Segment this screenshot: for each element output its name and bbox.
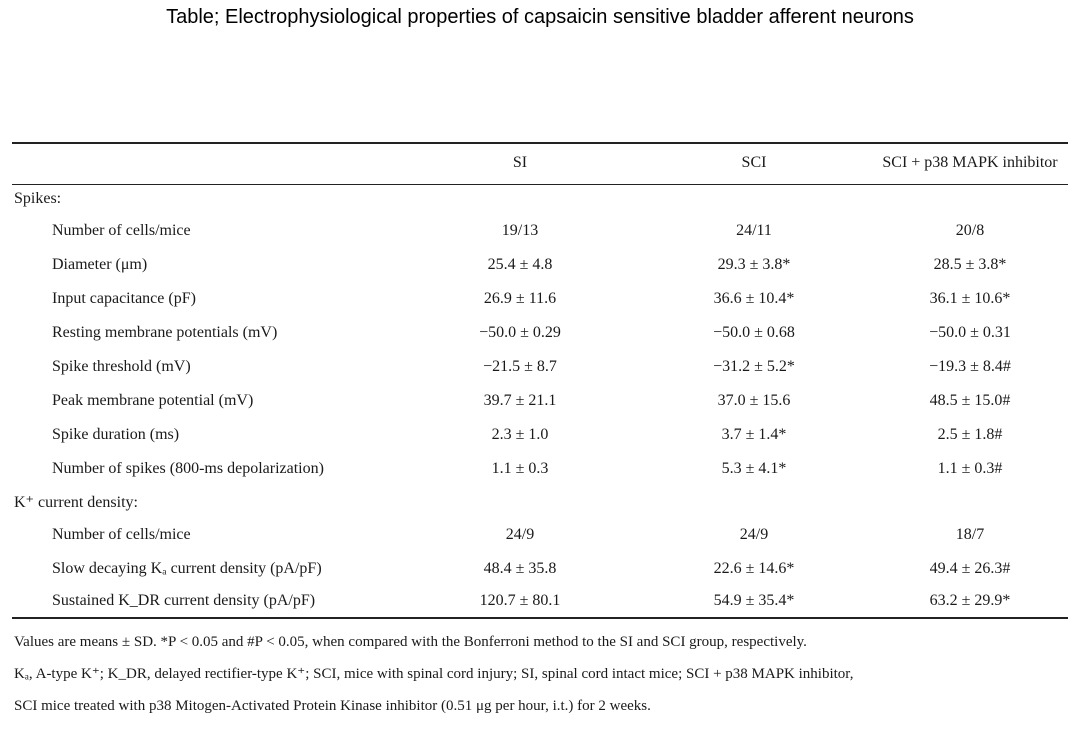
cell-sci-p38: 20/8 <box>955 222 985 239</box>
cell-sci: 24/11 <box>736 222 772 239</box>
section-heading-k-current: K⁺ current density: <box>14 494 138 511</box>
cell-sci-p38: 49.4 ± 26.3# <box>929 560 1011 577</box>
cell-sci-p38: 1.1 ± 0.3# <box>937 460 1003 477</box>
cell-sci: 3.7 ± 1.4* <box>721 426 787 443</box>
table-row: Number of cells/mice 19/13 24/11 20/8 <box>12 222 1068 246</box>
cell-si: 39.7 ± 21.1 <box>483 392 557 409</box>
row-label: Number of cells/mice <box>52 222 191 239</box>
row-label: Number of spikes (800-ms depolarization) <box>52 460 324 477</box>
cell-sci: 22.6 ± 14.6* <box>713 560 795 577</box>
row-label: Resting membrane potentials (mV) <box>52 324 278 341</box>
table-top-rule <box>12 142 1068 144</box>
row-label: Sustained K_DR current density (pA/pF) <box>52 592 316 609</box>
cell-si: −21.5 ± 8.7 <box>483 358 557 375</box>
cell-sci-p38: 28.5 ± 3.8* <box>933 256 1007 273</box>
cell-si: 19/13 <box>501 222 539 239</box>
cell-si: 120.7 ± 80.1 <box>479 592 561 609</box>
cell-sci: 29.3 ± 3.8* <box>717 256 791 273</box>
cell-sci-p38: 63.2 ± 29.9* <box>929 592 1011 609</box>
table-footnotes: Values are means ± SD. *P < 0.05 and #P … <box>14 626 1070 722</box>
row-label: Number of cells/mice <box>52 526 191 543</box>
cell-si: 2.3 ± 1.0 <box>491 426 549 443</box>
cell-sci: 24/9 <box>739 526 769 543</box>
footnote-line: Values are means ± SD. *P < 0.05 and #P … <box>14 634 807 650</box>
cell-sci: −31.2 ± 5.2* <box>713 358 795 375</box>
table-row: Sustained K_DR current density (pA/pF) 1… <box>12 592 1068 616</box>
cell-sci: 5.3 ± 4.1* <box>721 460 787 477</box>
table-row: Peak membrane potential (mV) 39.7 ± 21.1… <box>12 392 1068 416</box>
cell-sci-p38: −50.0 ± 0.31 <box>929 324 1011 341</box>
row-label: Spike duration (ms) <box>52 426 180 443</box>
row-label: Spike threshold (mV) <box>52 358 191 375</box>
row-label: Input capacitance (pF) <box>52 290 196 307</box>
row-label: Diameter (μm) <box>52 256 148 273</box>
table-row: Diameter (μm) 25.4 ± 4.8 29.3 ± 3.8* 28.… <box>12 256 1068 280</box>
cell-sci-p38: 48.5 ± 15.0# <box>929 392 1011 409</box>
table-row: Input capacitance (pF) 26.9 ± 11.6 36.6 … <box>12 290 1068 314</box>
table-row: Spike duration (ms) 2.3 ± 1.0 3.7 ± 1.4*… <box>12 426 1068 450</box>
cell-sci: 36.6 ± 10.4* <box>713 290 795 307</box>
cell-sci-p38: −19.3 ± 8.4# <box>929 358 1011 375</box>
cell-si: 25.4 ± 4.8 <box>487 256 553 273</box>
cell-si: −50.0 ± 0.29 <box>479 324 561 341</box>
footnote-line: SCI mice treated with p38 Mitogen-Activa… <box>14 698 651 714</box>
cell-si: 48.4 ± 35.8 <box>483 560 557 577</box>
table-row: Number of cells/mice 24/9 24/9 18/7 <box>12 526 1068 550</box>
cell-si: 24/9 <box>505 526 535 543</box>
cell-sci-p38: 36.1 ± 10.6* <box>929 290 1011 307</box>
table-row: Resting membrane potentials (mV) −50.0 ±… <box>12 324 1068 348</box>
row-label: Peak membrane potential (mV) <box>52 392 254 409</box>
table-bottom-rule <box>12 617 1068 619</box>
cell-sci: 37.0 ± 15.6 <box>717 392 791 409</box>
section-heading-spikes: Spikes: <box>14 190 62 207</box>
cell-sci: 54.9 ± 35.4* <box>713 592 795 609</box>
table-header-rule <box>12 184 1068 185</box>
cell-sci-p38: 18/7 <box>955 526 985 543</box>
cell-si: 26.9 ± 11.6 <box>483 290 557 307</box>
table-title: Table; Electrophysiological properties o… <box>166 6 914 28</box>
cell-sci: −50.0 ± 0.68 <box>713 324 795 341</box>
footnote-line: Kₐ, A-type K⁺; K_DR, delayed rectifier-t… <box>14 666 854 682</box>
table-row: Spike threshold (mV) −21.5 ± 8.7 −31.2 ±… <box>12 358 1068 382</box>
cell-sci-p38: 2.5 ± 1.8# <box>937 426 1003 443</box>
row-label: Slow decaying Kₐ current density (pA/pF) <box>52 560 322 577</box>
table-row: Slow decaying Kₐ current density (pA/pF)… <box>12 560 1068 584</box>
cell-si: 1.1 ± 0.3 <box>491 460 549 477</box>
table-row: Number of spikes (800-ms depolarization)… <box>12 460 1068 484</box>
